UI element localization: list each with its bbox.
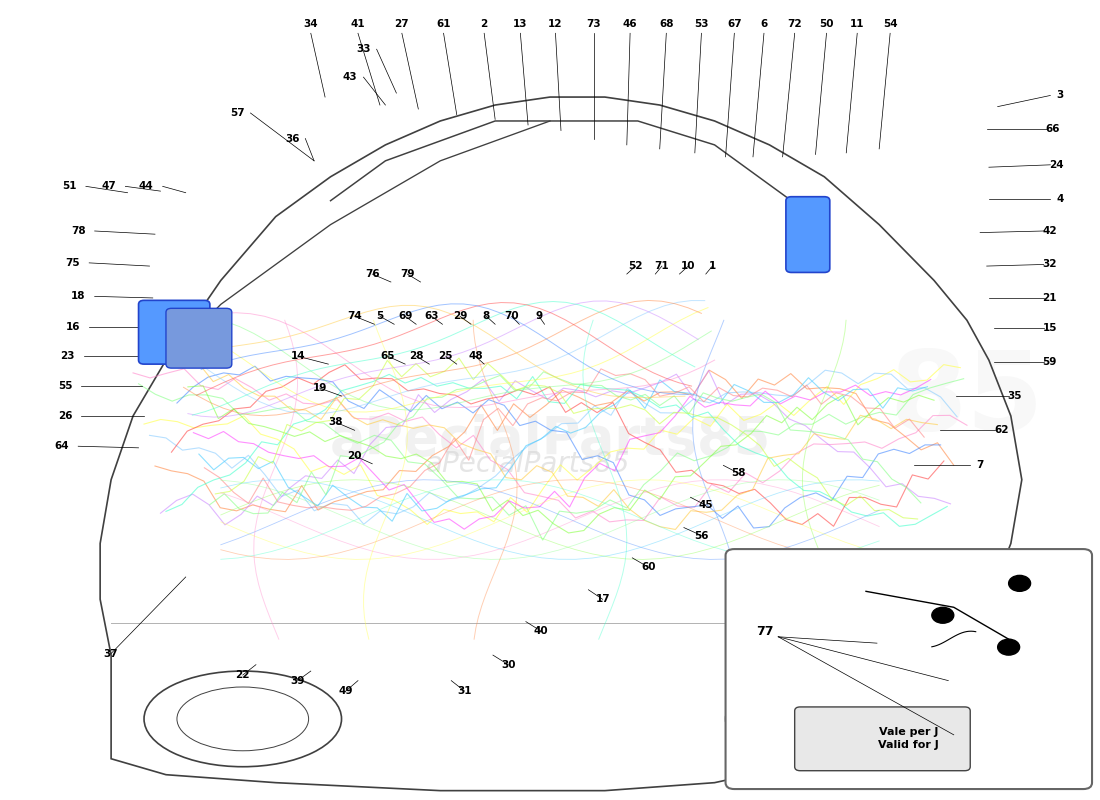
Text: 26: 26: [58, 411, 73, 421]
Text: 29: 29: [453, 311, 468, 322]
Text: 46: 46: [623, 18, 637, 29]
Text: 65: 65: [381, 351, 395, 361]
Text: 56: 56: [694, 530, 708, 541]
Text: 35: 35: [1008, 391, 1022, 401]
Text: 72: 72: [788, 18, 802, 29]
Text: 6: 6: [760, 18, 768, 29]
Text: 19: 19: [312, 383, 327, 393]
Text: 32: 32: [1043, 259, 1057, 270]
Text: 30: 30: [502, 660, 516, 670]
Text: 74: 74: [348, 311, 362, 322]
Text: 73: 73: [586, 18, 602, 29]
FancyBboxPatch shape: [726, 549, 1092, 789]
Text: 44: 44: [139, 182, 154, 191]
Text: 13: 13: [513, 18, 528, 29]
Text: 11: 11: [850, 18, 865, 29]
Text: 21: 21: [1043, 293, 1057, 303]
Text: 77: 77: [757, 625, 773, 638]
Text: 64: 64: [54, 442, 69, 451]
Text: 34: 34: [304, 18, 318, 29]
Text: 28: 28: [409, 351, 424, 361]
Text: 42: 42: [1043, 226, 1057, 236]
Text: 41: 41: [351, 18, 365, 29]
Text: 66: 66: [1046, 124, 1060, 134]
Text: 85: 85: [890, 346, 1044, 454]
Text: Vale per J
Valid for J: Vale per J Valid for J: [879, 727, 939, 750]
Text: 15: 15: [1043, 323, 1057, 334]
Text: 61: 61: [437, 18, 451, 29]
FancyBboxPatch shape: [785, 197, 829, 273]
Text: 9: 9: [536, 311, 542, 322]
Text: 52: 52: [628, 261, 642, 271]
Text: 48: 48: [469, 351, 483, 361]
Text: 45: 45: [698, 500, 713, 510]
Text: 76: 76: [365, 269, 380, 279]
Text: 63: 63: [425, 311, 439, 322]
Text: 40: 40: [534, 626, 549, 636]
Text: 53: 53: [694, 18, 708, 29]
Text: 47: 47: [101, 182, 117, 191]
FancyBboxPatch shape: [139, 300, 210, 364]
Text: 38: 38: [329, 418, 343, 427]
Text: 71: 71: [654, 261, 669, 271]
Text: 70: 70: [504, 311, 519, 322]
Text: 16: 16: [66, 322, 80, 332]
Text: 3: 3: [1056, 90, 1064, 101]
Text: 7: 7: [976, 460, 983, 470]
Text: 49: 49: [339, 686, 353, 696]
Text: 69: 69: [398, 311, 412, 322]
Text: 39: 39: [290, 676, 305, 686]
Text: 23: 23: [60, 351, 75, 361]
FancyBboxPatch shape: [794, 707, 970, 770]
Text: 50: 50: [820, 18, 834, 29]
Text: 33: 33: [356, 44, 371, 54]
Text: 25: 25: [439, 351, 453, 361]
Text: 55: 55: [58, 381, 73, 390]
Text: aPecialParts85: aPecialParts85: [329, 414, 771, 466]
Circle shape: [1009, 575, 1031, 591]
Text: 27: 27: [395, 18, 409, 29]
Text: 18: 18: [70, 291, 86, 302]
Text: 68: 68: [659, 18, 673, 29]
Text: 24: 24: [1049, 160, 1064, 170]
Text: 60: 60: [641, 562, 656, 573]
Text: 14: 14: [290, 351, 305, 361]
Text: 59: 59: [1043, 357, 1057, 366]
Text: 8: 8: [483, 311, 490, 322]
Text: 4: 4: [1056, 194, 1064, 204]
Text: 22: 22: [235, 670, 250, 680]
Text: 5: 5: [376, 311, 384, 322]
Text: 20: 20: [348, 451, 362, 461]
Text: 51: 51: [63, 182, 77, 191]
Text: 54: 54: [883, 18, 898, 29]
Text: 2: 2: [481, 18, 487, 29]
Text: 1: 1: [708, 261, 716, 271]
Text: 31: 31: [458, 686, 472, 696]
FancyBboxPatch shape: [166, 308, 232, 368]
Text: 78: 78: [70, 226, 86, 236]
Text: 43: 43: [343, 72, 358, 82]
Text: 79: 79: [400, 269, 415, 279]
Text: 75: 75: [65, 258, 80, 268]
Text: 17: 17: [595, 594, 610, 604]
Text: 36: 36: [285, 134, 299, 143]
Circle shape: [998, 639, 1020, 655]
Text: 67: 67: [727, 18, 741, 29]
Text: 37: 37: [103, 649, 119, 658]
Text: 12: 12: [548, 18, 563, 29]
Text: 58: 58: [732, 468, 746, 478]
Text: 57: 57: [230, 108, 244, 118]
Text: 10: 10: [681, 261, 695, 271]
Circle shape: [932, 607, 954, 623]
Text: 62: 62: [994, 426, 1009, 435]
Text: aPecialParts85: aPecialParts85: [426, 450, 630, 478]
